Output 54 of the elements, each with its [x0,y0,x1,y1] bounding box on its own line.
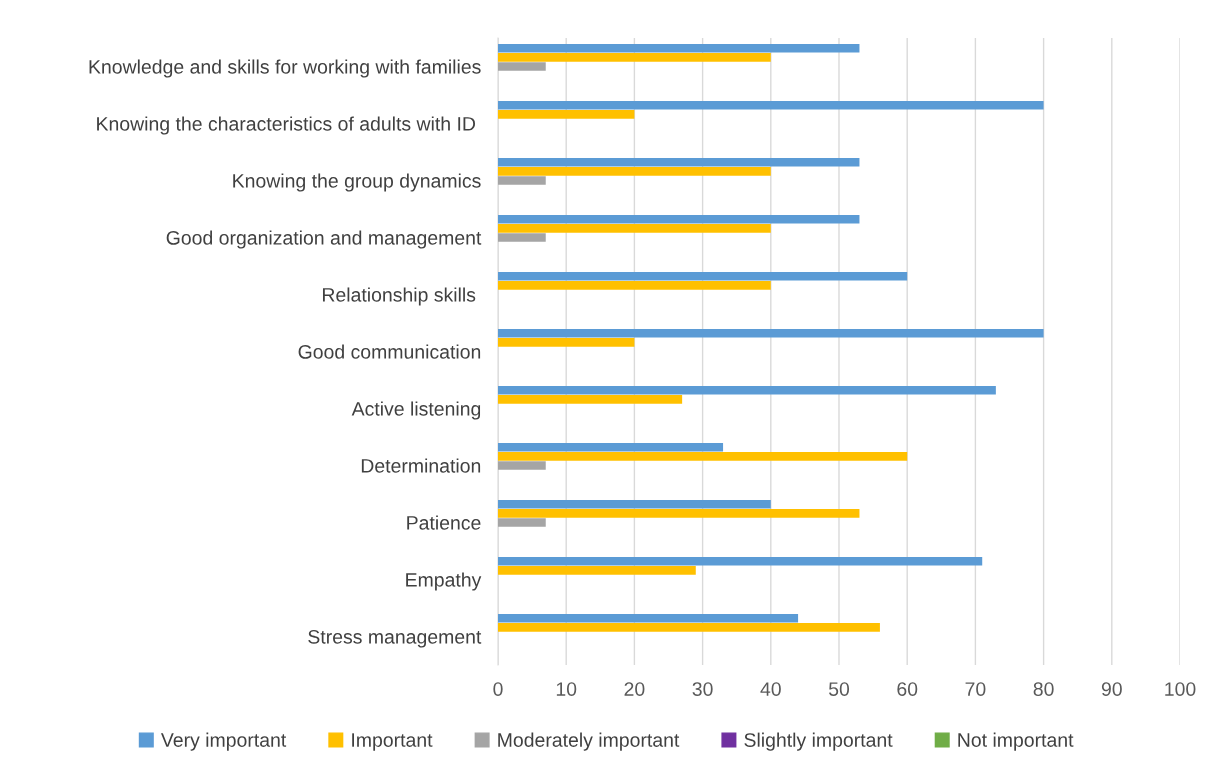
bar [498,157,860,167]
bar [498,233,546,242]
bar [498,328,1044,338]
bar [498,623,880,632]
x-tick-label: 70 [965,682,986,696]
legend-label: Important [352,733,433,751]
bar [498,214,860,224]
bar [498,110,635,119]
y-tick-label: Good communication [298,344,481,359]
y-tick-label: Patience [407,515,481,530]
bar [498,613,799,623]
bar [498,518,546,527]
y-tick-label: Knowing the group dynamics [233,173,481,192]
bar [498,461,546,470]
bar [498,556,983,566]
bar [498,566,696,575]
y-tick-label: Active listening [351,401,481,420]
bar [498,385,996,395]
x-tick-label: 60 [897,682,918,696]
bar [498,271,908,281]
bar [498,224,771,233]
y-tick-label: Determination [361,458,481,473]
y-tick-label: Relationship skills [322,287,476,306]
x-tick-label: 90 [1101,682,1122,696]
bar [498,452,908,461]
x-tick-label: 80 [1033,682,1054,696]
legend-label: Moderately important [498,732,680,751]
y-tick-label: Empathy [406,572,482,591]
y-tick-label: Knowledge and skills for working with families [89,59,481,78]
x-tick-label: 30 [692,682,713,696]
x-tick-label: 0 [493,682,503,696]
y-tick-label: Stress management [308,629,482,648]
bar [498,395,683,404]
bar [498,100,1044,110]
bar [498,43,860,53]
bar [498,62,546,71]
bar [498,281,771,290]
legend-label: Slightly important [744,732,893,751]
bar [498,499,771,509]
bar [498,442,724,452]
x-tick-label: 50 [828,682,850,696]
x-tick-label: 20 [624,682,645,696]
y-tick-label: Good organization and management [166,230,482,249]
y-tick-label: Knowing the characteristics of adults with ID [97,116,476,135]
x-tick-label: 40 [760,682,781,696]
bar [498,167,771,176]
x-tick-label: 10 [556,682,577,696]
x-tick-label: 100 [1165,682,1196,696]
bar [498,53,771,62]
bar [498,176,546,185]
legend-label: Very important [160,732,287,751]
bar [498,509,860,518]
legend-label: Not important [958,732,1074,751]
bar [498,338,635,347]
